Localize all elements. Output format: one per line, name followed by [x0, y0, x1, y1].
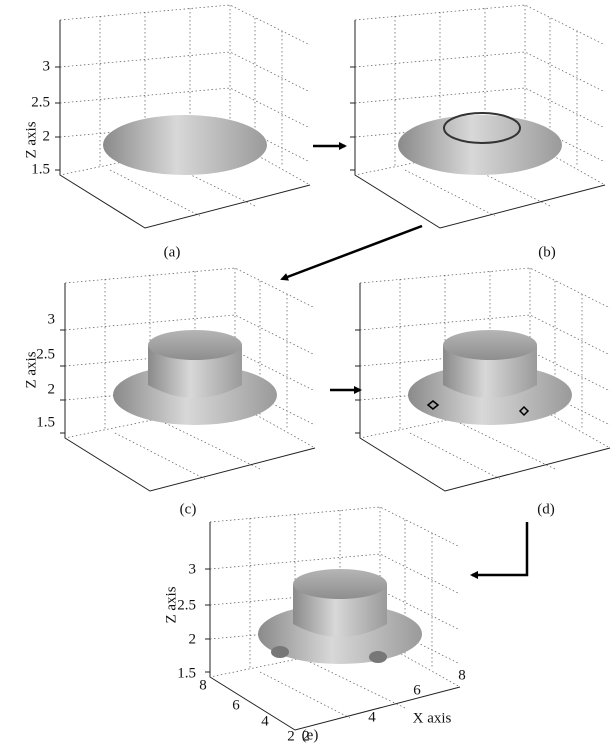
z-tick-label: 2	[43, 128, 51, 144]
panel-label: (c)	[180, 501, 197, 517]
y-tick-label: 8	[199, 677, 207, 693]
y-tick-label: 4	[261, 713, 269, 729]
z-tick-label: 1.5	[177, 665, 196, 681]
x-axis-label: X axis	[413, 710, 452, 726]
z-tick-label: 3	[189, 561, 197, 577]
x-tick-label: 8	[458, 667, 466, 683]
z-axis-label: Z axis	[23, 351, 39, 388]
panel-e: 3 2.5 2 1.5 Z axis 8 6 4 2 2 4 6 8 X axi…	[163, 507, 465, 744]
z-tick-label: 3	[43, 58, 51, 74]
z-tick-label: 3	[48, 311, 56, 327]
z-tick-label: 2.5	[31, 94, 50, 110]
y-tick-label: 6	[232, 697, 240, 713]
z-axis-label: Z axis	[23, 121, 39, 158]
z-axis-label: Z axis	[163, 586, 179, 623]
panel-d: (d)	[355, 268, 610, 517]
panel-b: (b)	[350, 5, 605, 260]
y-tick-label: 2	[287, 728, 295, 744]
panel-label: (a)	[164, 244, 181, 260]
panel-label: (b)	[538, 244, 556, 260]
panel-c: 3 2.5 2 1.5 Z axis (c)	[23, 268, 315, 517]
z-tick-label: 2	[48, 381, 56, 397]
figure: 3 2.5 2 1.5 Z axis (a) (b) 3 2.5 2 1.5 Z…	[0, 0, 616, 744]
panel-label: (d)	[537, 501, 555, 517]
z-tick-label: 2.5	[177, 597, 196, 613]
z-tick-label: 1.5	[31, 161, 50, 177]
z-tick-label: 1.5	[36, 414, 55, 430]
panel-label: (e)	[302, 727, 319, 743]
x-tick-label: 4	[368, 709, 376, 725]
z-tick-label: 2	[189, 631, 197, 647]
x-tick-label: 6	[413, 682, 421, 698]
panel-a: 3 2.5 2 1.5 Z axis (a)	[23, 5, 310, 260]
